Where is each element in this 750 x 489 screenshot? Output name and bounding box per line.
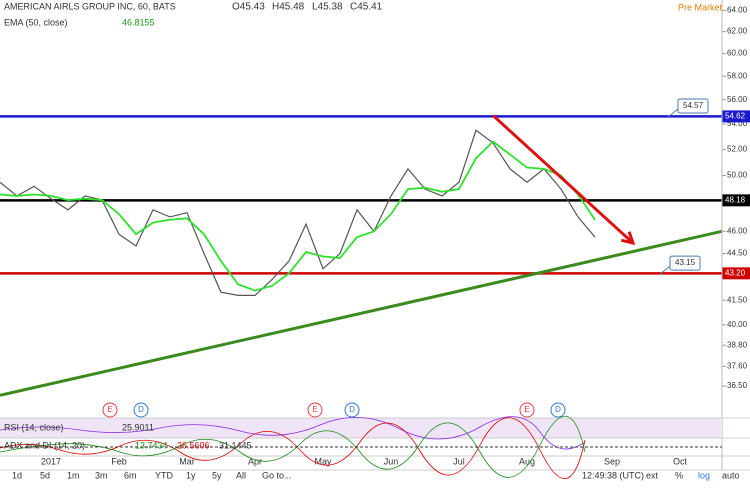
y-tick-label: 36.50 bbox=[727, 381, 748, 390]
goto[interactable]: Go to... bbox=[262, 470, 292, 480]
ema-value: 46.8155 bbox=[122, 17, 155, 27]
ohlc-high: H45.48 bbox=[272, 2, 305, 13]
range-button[interactable]: 5d bbox=[40, 470, 50, 480]
price-tag-label: 48.18 bbox=[725, 195, 746, 204]
adx-value: 31.1445 bbox=[219, 440, 252, 450]
adx-label: ADX and DI (14, 20) bbox=[4, 440, 85, 450]
price-tag bbox=[722, 110, 750, 123]
range-button[interactable]: 6m bbox=[124, 470, 137, 480]
event-marker[interactable] bbox=[102, 402, 118, 418]
y-tick-label: 41.50 bbox=[727, 295, 748, 304]
event-label: E bbox=[524, 405, 529, 414]
y-tick-label: 60.00 bbox=[727, 49, 748, 58]
x-tick-label: Feb bbox=[111, 456, 127, 466]
y-tick-label: 46.00 bbox=[727, 226, 748, 235]
x-tick-label: Apr bbox=[248, 456, 262, 466]
y-tick-label: 58.00 bbox=[727, 71, 748, 80]
adx-line bbox=[0, 417, 586, 480]
range-button[interactable]: All bbox=[236, 470, 246, 480]
x-tick-label: Jun bbox=[384, 456, 399, 466]
price-tag bbox=[722, 267, 750, 280]
event-marker[interactable] bbox=[550, 402, 566, 418]
x-tick-label: Oct bbox=[673, 456, 688, 466]
rsi-line bbox=[0, 416, 586, 450]
price-tag-label: 43.20 bbox=[725, 268, 746, 277]
callout-box bbox=[669, 255, 701, 271]
event-label: D bbox=[138, 405, 144, 414]
event-marker[interactable] bbox=[344, 402, 360, 418]
y-tick-label: 38.80 bbox=[727, 340, 748, 349]
callout-label: 54.57 bbox=[683, 101, 704, 110]
event-marker[interactable] bbox=[519, 402, 535, 418]
pre-market[interactable]: Pre Market bbox=[678, 2, 723, 12]
y-tick-label: 50.00 bbox=[727, 171, 748, 180]
event-label: D bbox=[349, 405, 355, 414]
option-button[interactable]: ext bbox=[646, 470, 659, 480]
ohlc-open: O45.43 bbox=[232, 2, 265, 13]
callout-box bbox=[677, 98, 709, 114]
event-label: E bbox=[312, 405, 317, 414]
event-label: D bbox=[555, 405, 561, 414]
ohlc-close: C45.41 bbox=[350, 2, 383, 13]
ema-line bbox=[0, 140, 596, 292]
adx-value: 13.7434 bbox=[135, 440, 168, 450]
event-label: E bbox=[107, 405, 112, 414]
y-tick-label: 40.00 bbox=[727, 320, 748, 329]
y-tick-label: 64.00 bbox=[727, 5, 748, 14]
di-line bbox=[0, 415, 586, 478]
callout-pointer bbox=[659, 265, 671, 275]
ema-label: EMA (50, close) bbox=[4, 17, 68, 27]
rsi-panel bbox=[0, 418, 722, 438]
ohlc-low: L45.38 bbox=[312, 2, 343, 13]
clock: 12:49:38 (UTC) bbox=[582, 470, 644, 480]
x-tick-label: Sep bbox=[604, 456, 620, 466]
y-tick-label: 44.50 bbox=[727, 249, 748, 258]
arrow bbox=[491, 114, 635, 245]
range-button[interactable]: 1y bbox=[186, 470, 196, 480]
rsi-label: RSI (14, close) bbox=[4, 422, 64, 432]
price-tag bbox=[722, 194, 750, 207]
callout-pointer bbox=[667, 108, 679, 118]
x-tick-label: Mar bbox=[179, 456, 195, 466]
y-tick-label: 56.00 bbox=[727, 95, 748, 104]
range-button[interactable]: 1d bbox=[12, 470, 22, 480]
x-tick-label: Jul bbox=[453, 456, 465, 466]
option-button[interactable]: % bbox=[675, 470, 683, 480]
event-marker[interactable] bbox=[307, 402, 323, 418]
y-tick-label: 62.00 bbox=[727, 27, 748, 36]
y-tick-label: 52.00 bbox=[727, 144, 748, 153]
y-tick-label: 37.60 bbox=[727, 361, 748, 370]
callout-label: 43.15 bbox=[675, 258, 696, 267]
range-button[interactable]: 3m bbox=[95, 470, 108, 480]
range-button[interactable]: YTD bbox=[155, 470, 174, 480]
range-button[interactable]: 5y bbox=[212, 470, 222, 480]
range-button[interactable]: 1m bbox=[67, 470, 80, 480]
event-marker[interactable] bbox=[133, 402, 149, 418]
option-button[interactable]: log bbox=[698, 470, 710, 480]
x-tick-label: Aug bbox=[519, 456, 535, 466]
y-tick-label: 54.00 bbox=[727, 119, 748, 128]
option-button[interactable]: auto bbox=[722, 470, 740, 480]
symbol: AMERICAN AIRLS GROUP INC, 60, BATS bbox=[4, 1, 176, 11]
chart: 64.00 62.00 60.00 58.00 56.00 54.00 52.00 50.00… bbox=[0, 5, 750, 466]
rsi-value: 25.9011 bbox=[122, 422, 154, 432]
trend-line bbox=[0, 229, 723, 397]
arrow-head bbox=[620, 231, 636, 246]
price-tag-label: 54.62 bbox=[725, 112, 746, 121]
x-tick-label: May bbox=[314, 456, 332, 466]
x-tick-label: 2017 bbox=[41, 456, 61, 466]
adx-value: 26.5606 bbox=[177, 440, 210, 450]
